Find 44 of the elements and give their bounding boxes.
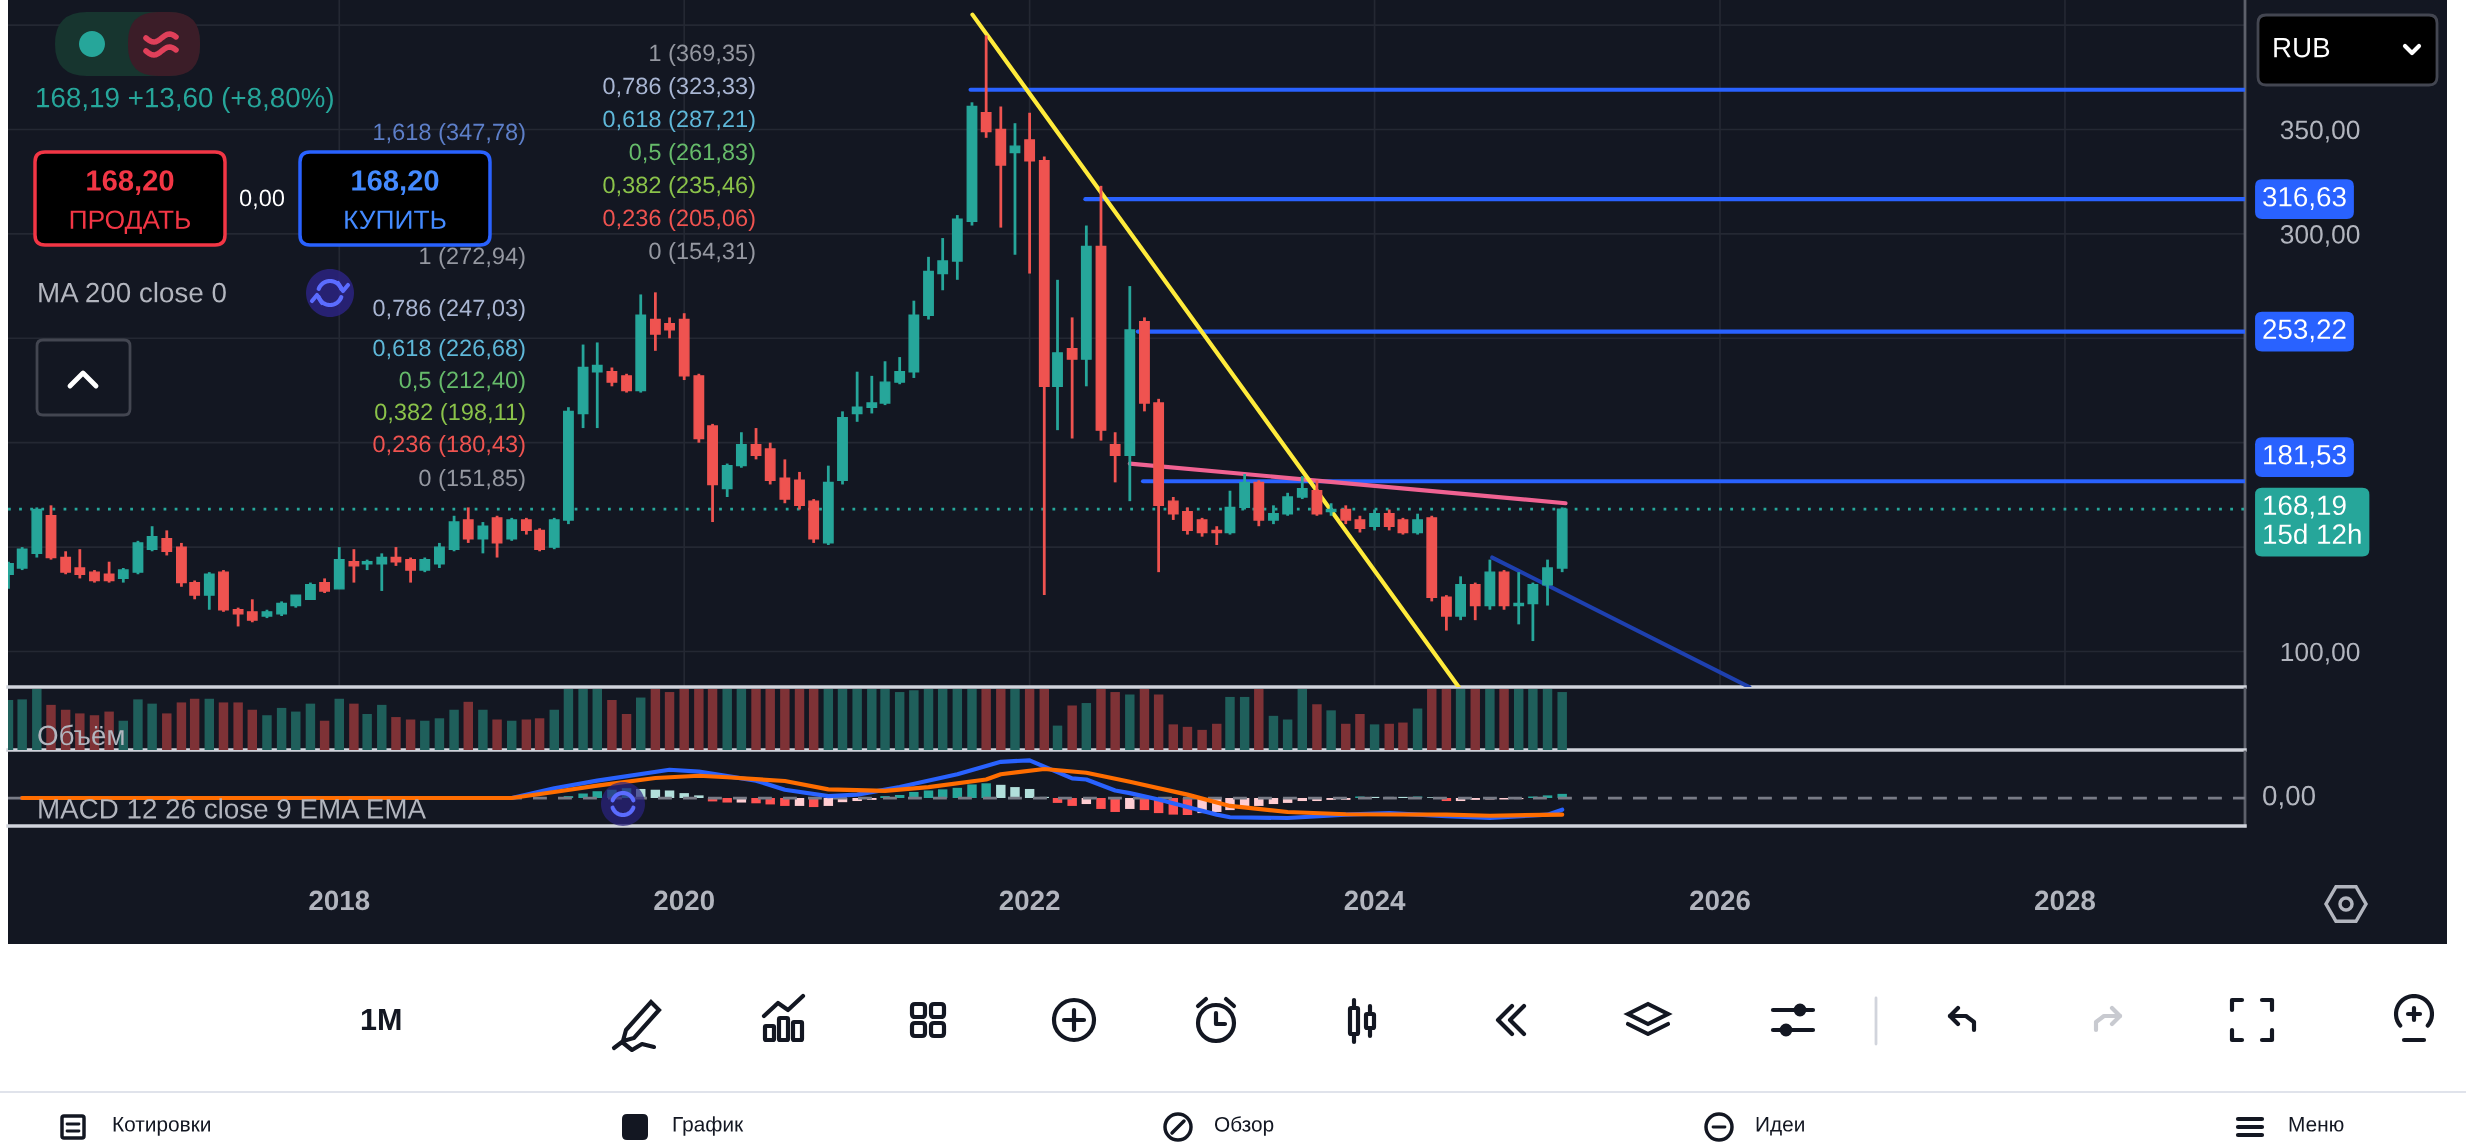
y-tick-label: 300,00 xyxy=(2280,225,2360,247)
text: Обзор xyxy=(1214,1116,1274,1136)
ref-line-label: 168,19 15d 12h xyxy=(2264,495,2361,545)
annotation: 0,00 xyxy=(239,189,285,210)
data-label: 181,53 xyxy=(2264,444,2346,468)
annotation: 1 (272,94) xyxy=(420,247,525,269)
annotation: 168,20 xyxy=(352,170,439,196)
annotation: 0,618 (226,68) xyxy=(373,339,525,361)
annotation: 0,618 (287,21) xyxy=(603,110,755,132)
annotation: 0,786 (323,33) xyxy=(603,77,755,99)
text: Меню xyxy=(2289,1117,2344,1132)
annotation: 0,5 (261,83) xyxy=(629,143,755,165)
annotation: КУПИТЬ xyxy=(345,210,446,230)
y-tick-label: 350,00 xyxy=(2280,120,2360,143)
x-tick-label: 2020 xyxy=(654,890,714,911)
text: MACD 12 26 close 9 EMA EMA xyxy=(39,798,426,819)
y-tick-label: 100,00 xyxy=(2281,642,2360,665)
x-tick-label: 2026 xyxy=(1690,890,1750,911)
annotation: 168,19 +13,60 (+8,80%) xyxy=(37,87,333,113)
annotation: MA 200 close 0 xyxy=(39,282,226,303)
annotation: 0,382 (198,11) xyxy=(375,403,525,425)
text: График xyxy=(673,1116,744,1136)
annotation: 168,20 xyxy=(87,170,174,196)
data-label: 253,22 xyxy=(2263,319,2346,343)
annotation: 0 (154,31) xyxy=(649,242,755,264)
x-tick-label: 2028 xyxy=(2035,890,2096,911)
annotation: 0,382 (235,46) xyxy=(603,176,755,198)
annotation: 0,786 (247,03) xyxy=(373,299,525,321)
data-label: 316,63 xyxy=(2263,186,2346,210)
annotation: 0,236 (205,06) xyxy=(603,209,755,231)
annotation: 0,5 (212,40) xyxy=(399,370,525,393)
annotation: 0,236 (180,43) xyxy=(373,434,525,457)
x-tick-label: 2024 xyxy=(1344,890,1406,911)
text: 1M xyxy=(361,1008,401,1030)
annotation: ПРОДАТЬ xyxy=(70,210,191,235)
text: RUB xyxy=(2274,38,2330,58)
ref-line-label: 0,00 xyxy=(2263,785,2315,809)
annotation: 1,618 (347,78) xyxy=(374,123,525,145)
x-tick-label: 2018 xyxy=(309,890,370,911)
text: Котировки xyxy=(113,1117,210,1136)
annotation: 1 (369,35) xyxy=(650,44,755,66)
x-tick-label: 2022 xyxy=(999,890,1060,911)
annotation: 0 (151,85) xyxy=(419,468,525,491)
text: Идеи xyxy=(1756,1117,1804,1136)
